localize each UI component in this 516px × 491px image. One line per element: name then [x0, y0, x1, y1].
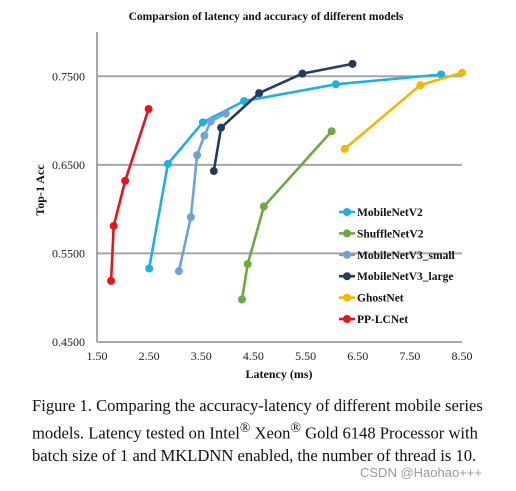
legend-label: ShuffleNetV2	[357, 228, 424, 240]
legend-swatch-marker	[343, 208, 351, 216]
series-mobilenetv3-small	[174, 109, 230, 276]
caption-text-2: Xeon	[250, 423, 291, 443]
y-tick-label: 0.7500	[52, 69, 85, 83]
x-tick-label: 2.50	[139, 349, 160, 363]
data-point-mobilenetv3-large	[255, 89, 264, 98]
x-tick-label: 5.50	[295, 349, 316, 363]
legend-item-pp-lcnet: PP-LCNet	[339, 314, 408, 326]
series-ghostnet	[340, 68, 466, 153]
legend-label: MobileNetV3_small	[357, 250, 455, 262]
series-line-mobilenetv3-large	[212, 62, 353, 172]
latency-accuracy-chart: Comparsion of latency and accuracy of di…	[33, 11, 473, 381]
data-point-mobilenetv2	[240, 97, 249, 106]
figure-caption: Figure 1. Comparing the accuracy-latency…	[32, 395, 506, 467]
data-point-pp-lcnet	[107, 276, 116, 285]
series-line-pp-lcnet	[109, 108, 150, 281]
data-point-mobilenetv3-large	[298, 69, 307, 78]
legend-item-shufflenetv2: ShuffleNetV2	[339, 228, 424, 240]
data-point-mobilenetv3-large	[348, 59, 357, 68]
legend-swatch-marker	[343, 250, 351, 259]
y-tick-label: 0.6500	[52, 158, 85, 172]
series-shufflenetv2	[237, 127, 336, 304]
data-point-ghostnet	[340, 144, 349, 153]
legend: MobileNetV2 ShuffleNetV2 MobileNetV3_small…	[339, 207, 455, 326]
data-point-mobilenetv2	[198, 118, 207, 127]
data-point-mobilenetv3-small	[186, 213, 195, 222]
legend-item-mobilenetv3-large: MobileNetV3_large	[339, 271, 453, 283]
legend-label: MobileNetV2	[357, 207, 423, 219]
legend-label: MobileNetV3_large	[357, 271, 453, 283]
axes	[96, 32, 462, 343]
x-tick-label: 8.50	[452, 349, 473, 363]
data-point-mobilenetv2	[145, 264, 154, 273]
data-point-mobilenetv3-small	[206, 117, 215, 126]
y-axis-label: Top-1 Acc	[33, 164, 47, 216]
data-point-mobilenetv2	[331, 80, 340, 89]
data-point-mobilenetv3-small	[193, 151, 202, 160]
x-tick-label: 3.50	[191, 349, 212, 363]
legend-item-mobilenetv3-small: MobileNetV3_small	[339, 250, 455, 262]
series-line-shufflenetv2	[240, 130, 333, 300]
series-layer	[107, 59, 466, 304]
tick-labels: 1.50 2.50 3.50 4.50 5.50 6.50 7.50 8.50 0.4500 0.…	[52, 69, 473, 363]
data-point-mobilenetv3-small	[200, 131, 209, 140]
legend-label: GhostNet	[357, 293, 404, 305]
legend-label: PP-LCNet	[357, 314, 408, 326]
caption-text-1: Figure 1. Comparing the accuracy-latency…	[32, 396, 483, 443]
legend-swatch-marker	[343, 315, 351, 323]
data-point-shufflenetv2	[259, 202, 268, 211]
legend-swatch-marker	[343, 229, 351, 238]
data-point-pp-lcnet	[144, 105, 153, 114]
legend-item-mobilenetv2: MobileNetV2	[339, 207, 423, 219]
series-mobilenetv3-large	[209, 59, 357, 176]
registered-mark-1: ®	[239, 420, 251, 435]
caption-text-3: Gold 6148 Processor with batch size of 1…	[32, 423, 478, 465]
legend-swatch-marker	[343, 293, 351, 302]
y-tick-label: 0.5500	[52, 246, 85, 260]
data-point-shufflenetv2	[327, 127, 336, 136]
legend-swatch-marker	[343, 272, 351, 281]
registered-mark-2: ®	[290, 420, 301, 435]
legend-item-ghostnet: GhostNet	[339, 293, 404, 305]
data-point-mobilenetv2	[437, 70, 446, 79]
data-point-mobilenetv3-small	[174, 267, 183, 276]
data-point-pp-lcnet	[109, 221, 118, 230]
x-tick-label: 6.50	[347, 349, 368, 363]
series-line-ghostnet	[343, 71, 463, 150]
x-tick-label: 7.50	[399, 349, 420, 363]
x-tick-label: 4.50	[243, 349, 264, 363]
data-point-mobilenetv2	[163, 159, 172, 168]
data-point-ghostnet	[458, 68, 466, 77]
data-point-mobilenetv3-large	[209, 167, 218, 176]
series-pp-lcnet	[107, 105, 153, 285]
data-point-ghostnet	[416, 81, 425, 90]
data-point-shufflenetv2	[237, 295, 246, 304]
watermark: CSDN @Haohao+++	[360, 465, 482, 480]
data-point-mobilenetv3-small	[221, 109, 230, 118]
data-point-shufflenetv2	[243, 260, 252, 269]
x-axis-label: Latency (ms)	[246, 367, 313, 381]
y-tick-label: 0.4500	[52, 335, 85, 349]
data-point-mobilenetv3-large	[217, 123, 226, 132]
grid-lines	[97, 75, 462, 255]
x-tick-label: 1.50	[87, 349, 108, 363]
chart-title: Comparsion of latency and accuracy of di…	[129, 11, 404, 23]
data-point-pp-lcnet	[121, 176, 130, 185]
